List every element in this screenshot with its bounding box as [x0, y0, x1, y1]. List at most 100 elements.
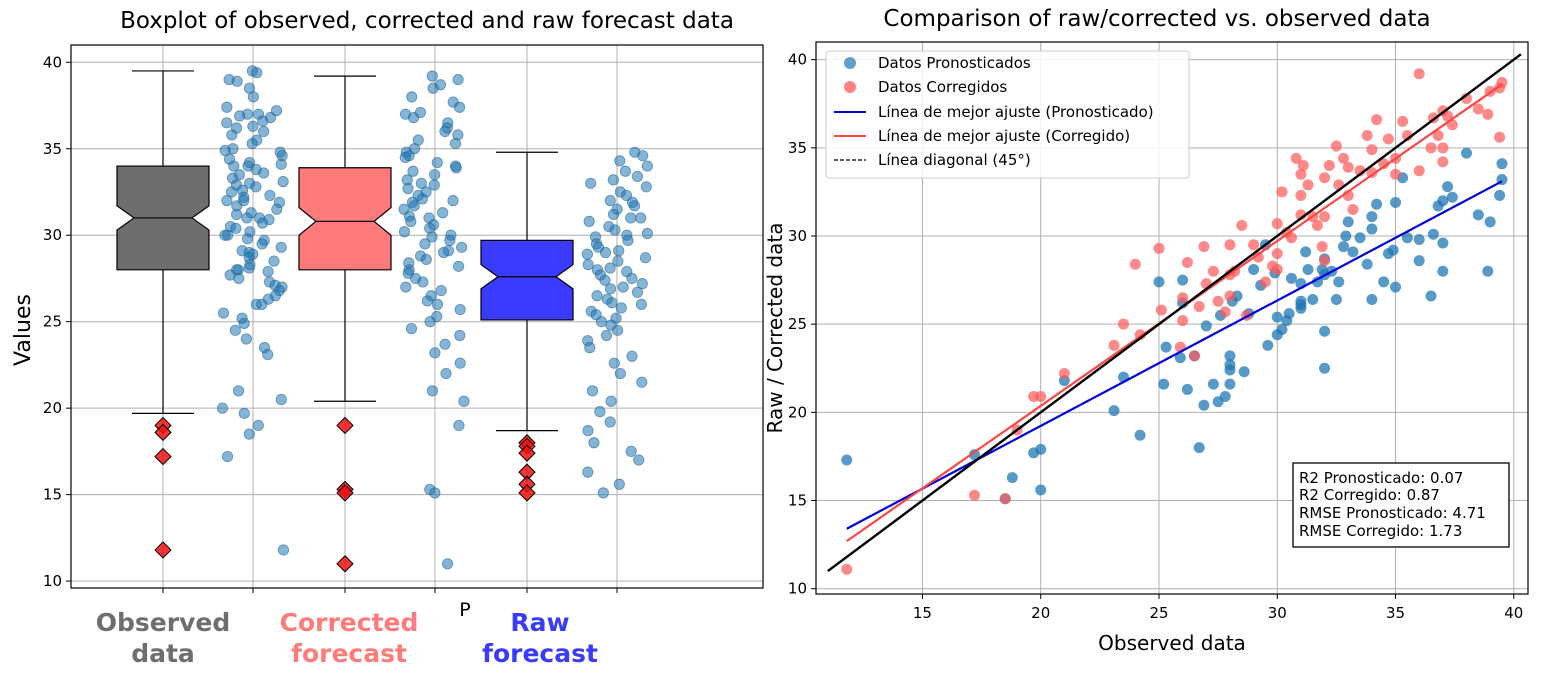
legend-label-corregidos: Datos Corregidos [878, 78, 1007, 96]
point-pronosticado [1496, 158, 1508, 170]
legend-label-pronosticados: Datos Pronosticados [878, 54, 1031, 72]
y-tick-label: 30 [43, 226, 62, 244]
point-corregido [1108, 339, 1120, 351]
jitter-point [628, 200, 641, 212]
point-corregido [968, 489, 980, 501]
jitter-point [613, 478, 625, 490]
point-corregido [1035, 390, 1047, 402]
boxplot-x-axis-label: P [459, 599, 470, 621]
point-pronosticado [1207, 378, 1219, 390]
jitter-point [617, 281, 629, 293]
point-corregido [1432, 129, 1444, 141]
jitter-point [599, 246, 612, 259]
jitter-point [241, 233, 254, 245]
point-corregido [1188, 350, 1200, 362]
point-corregido [1366, 167, 1378, 179]
jitter-point [605, 395, 617, 407]
stats-rmse-pron: RMSE Pronosticado: 4.71 [1299, 504, 1486, 522]
notched-box [298, 167, 392, 271]
jitter-point [606, 297, 618, 309]
point-corregido [1316, 241, 1328, 253]
point-corregido [1494, 131, 1506, 143]
point-corregido [841, 563, 853, 575]
point-corregido [1259, 276, 1271, 288]
point-corregido [1378, 158, 1390, 170]
jitter-point [421, 295, 433, 307]
point-pronosticado [1134, 429, 1146, 441]
point-pronosticado [1224, 378, 1236, 390]
point-pronosticado [1276, 323, 1288, 335]
jitter-point [431, 156, 443, 169]
y-tick-label: 40 [43, 53, 62, 71]
jitter-point [221, 450, 234, 463]
point-corregido [1285, 232, 1297, 244]
jitter-point [595, 316, 608, 328]
jitter-point [581, 248, 593, 260]
jitter-point [424, 316, 436, 328]
jitter-point [232, 385, 245, 397]
jitter-point [635, 298, 648, 310]
y-tick-label: 15 [788, 492, 807, 510]
point-pronosticado [1311, 276, 1323, 288]
jitter-point [231, 75, 243, 87]
point-corregido [1319, 172, 1331, 184]
jitter-point [639, 252, 652, 264]
point-pronosticado [1300, 246, 1312, 258]
point-pronosticado [1472, 209, 1484, 221]
flier-point [336, 416, 354, 435]
jitter-point [612, 255, 624, 267]
point-pronosticado [1340, 230, 1352, 242]
jitter-point [609, 224, 621, 236]
point-pronosticado [1319, 362, 1331, 374]
jitter-point [431, 298, 444, 310]
legend-frame [825, 50, 1190, 179]
point-pronosticado [1337, 241, 1349, 253]
legend-label-diagonal: Línea diagonal (45°) [878, 151, 1031, 169]
point-pronosticado [1160, 341, 1172, 353]
jitter-point [444, 234, 456, 247]
point-corregido [1177, 292, 1189, 304]
jitter-point [631, 286, 644, 298]
point-corregido [1390, 168, 1402, 180]
jitter-point [275, 158, 287, 170]
x-tick-label: 30 [1268, 604, 1287, 622]
jitter-point [626, 272, 638, 285]
jitter-point [264, 189, 276, 202]
point-corregido [1118, 318, 1130, 330]
stats-r2-corr: R2 Corregido: 0.87 [1299, 486, 1440, 504]
y-tick-label: 20 [788, 403, 807, 421]
point-pronosticado [1347, 246, 1359, 258]
point-corregido [1342, 161, 1354, 173]
point-pronosticado [1295, 295, 1307, 307]
point-corregido [1219, 306, 1231, 318]
jitter-point [449, 137, 462, 150]
point-corregido [1371, 114, 1383, 126]
point-pronosticado [1248, 264, 1260, 276]
jitter-point [591, 290, 603, 302]
point-pronosticado [1035, 484, 1047, 496]
jitter-point [247, 120, 259, 132]
point-corregido [1330, 140, 1342, 152]
jitter-point [454, 357, 466, 369]
point-corregido [1397, 115, 1409, 127]
point-pronosticado [1366, 211, 1378, 223]
y-tick-label: 35 [43, 140, 62, 158]
jitter-point [583, 215, 595, 227]
point-corregido [1382, 133, 1394, 145]
point-corregido [1212, 295, 1224, 307]
point-pronosticado [1460, 147, 1472, 159]
jitter-point [612, 324, 624, 336]
y-tick-label: 25 [43, 313, 62, 331]
point-pronosticado [1413, 234, 1425, 246]
jitter-point [217, 307, 230, 319]
jitter-point [216, 402, 229, 414]
jitter-point [408, 200, 420, 212]
jitter-point [437, 207, 449, 219]
jitter-point [429, 487, 441, 499]
point-corregido [1295, 168, 1307, 180]
jitter-point [400, 281, 412, 293]
jitter-point [584, 342, 596, 354]
point-pronosticado [1371, 198, 1383, 210]
y-tick-label: 10 [43, 572, 62, 590]
